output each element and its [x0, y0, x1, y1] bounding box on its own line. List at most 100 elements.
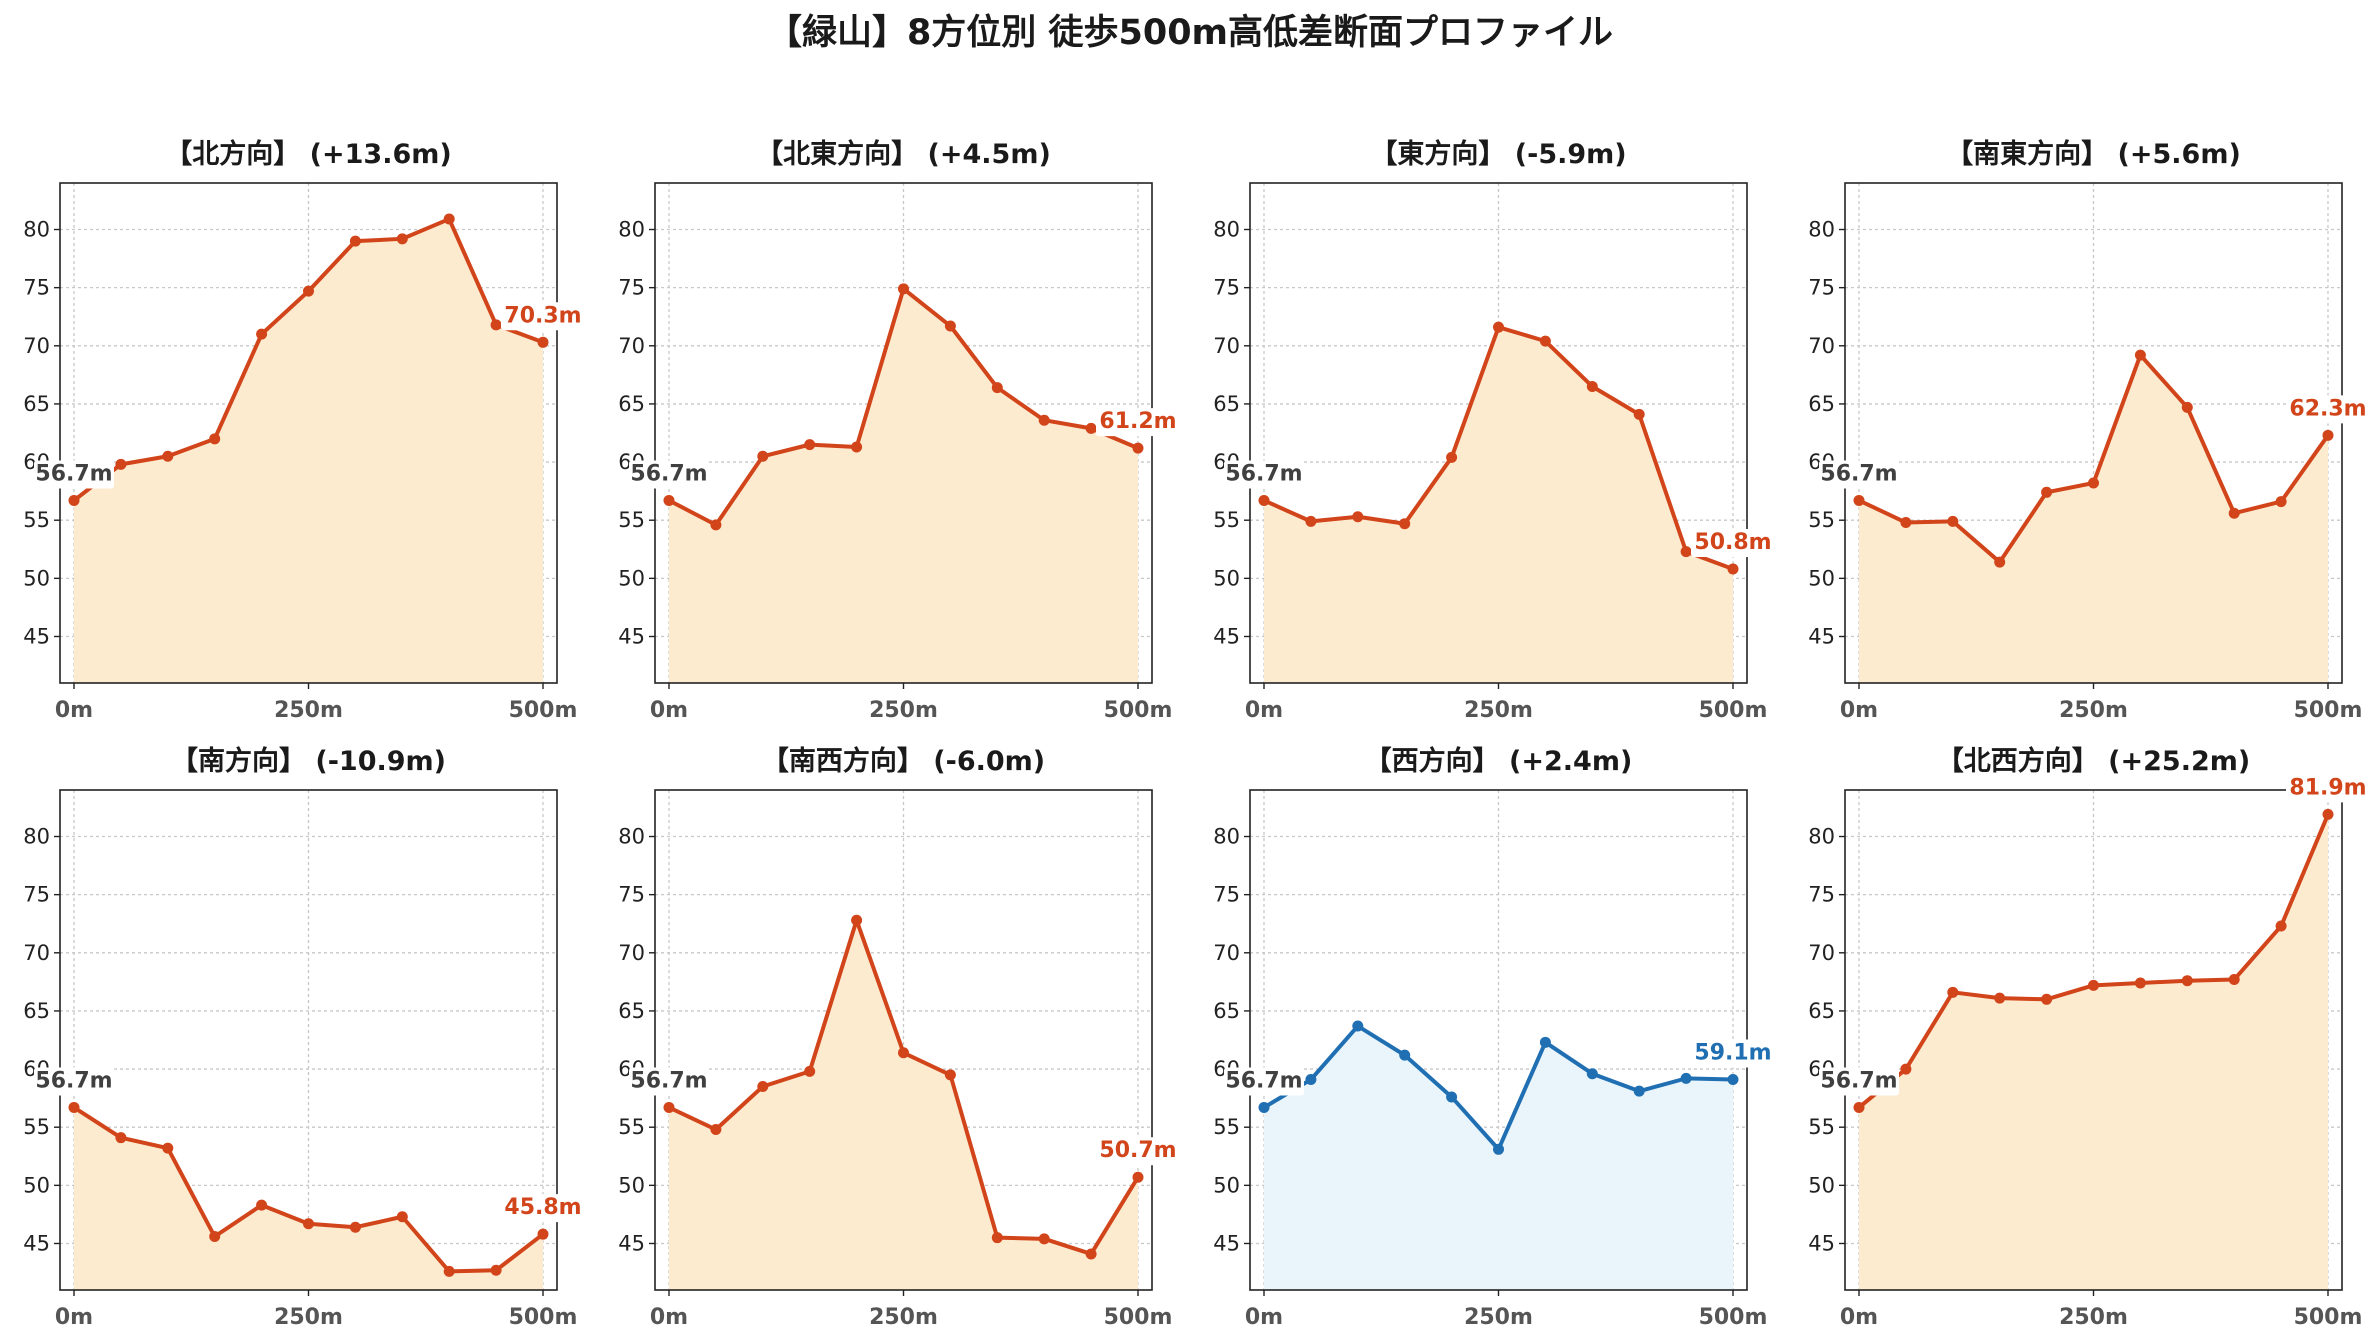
y-tick-label: 45 — [23, 624, 50, 648]
x-tick-label: 0m — [55, 1305, 93, 1330]
profile-point — [1258, 1101, 1270, 1113]
y-tick-label: 65 — [618, 999, 645, 1023]
profile-point — [2134, 977, 2146, 989]
start-label-box — [1819, 1067, 1899, 1096]
end-label-box — [1096, 1137, 1180, 1166]
x-tick-label: 0m — [650, 698, 688, 723]
end-label-box — [501, 302, 585, 331]
profile-point — [1132, 1171, 1144, 1183]
profile-point — [2275, 496, 2287, 508]
panel-title: 【東方向】 (-5.9m) — [1370, 138, 1626, 170]
profile-point — [1352, 511, 1364, 523]
y-tick-label: 65 — [1808, 999, 1835, 1023]
x-tick-label: 500m — [509, 1305, 578, 1330]
y-tick-label: 65 — [1808, 392, 1835, 416]
profile-area — [669, 288, 1138, 683]
profile-point — [443, 1265, 455, 1277]
y-tick-label: 70 — [1213, 941, 1240, 965]
profile-point — [2322, 808, 2334, 820]
y-tick-label: 70 — [618, 334, 645, 358]
x-tick-label: 250m — [274, 1305, 343, 1330]
end-elevation-label: 81.9m — [2289, 775, 2366, 800]
profile-panel: 【東方向】 (-5.9m)45505560657075800m250m500m5… — [1213, 138, 1775, 723]
profile-point — [1900, 1063, 1912, 1075]
profile-point — [1493, 321, 1504, 333]
x-tick-label: 0m — [55, 698, 93, 723]
y-tick-label: 55 — [618, 1115, 645, 1139]
profile-point — [1305, 515, 1317, 527]
y-tick-label: 70 — [1808, 334, 1835, 358]
panel-title: 【南方向】 (-10.9m) — [171, 745, 446, 777]
profile-point — [256, 1199, 268, 1211]
profile-point — [1539, 335, 1551, 347]
profile-point — [898, 283, 909, 295]
profile-point — [1853, 1101, 1865, 1113]
y-tick-label: 50 — [1213, 1173, 1240, 1197]
profile-point — [490, 1264, 502, 1276]
start-label-box — [34, 460, 114, 489]
y-tick-label: 45 — [1213, 1231, 1240, 1255]
end-label-box — [1691, 529, 1775, 558]
panel-title: 【北西方向】 (+25.2m) — [1937, 745, 2250, 777]
profile-point — [757, 450, 769, 462]
profile-point — [1994, 992, 2006, 1004]
start-label-box — [629, 1067, 709, 1096]
y-tick-label: 50 — [23, 566, 50, 590]
y-tick-label: 80 — [23, 218, 50, 242]
profile-panel: 【西方向】 (+2.4m)45505560657075800m250m500m5… — [1213, 745, 1775, 1330]
profile-point — [115, 458, 127, 470]
profile-point — [209, 433, 221, 445]
x-tick-label: 0m — [1245, 698, 1283, 723]
profile-point — [663, 1101, 675, 1113]
panel-grid: 【北方向】 (+13.6m)45505560657075800m250m500m… — [23, 138, 2370, 1330]
x-tick-label: 250m — [1464, 698, 1533, 723]
profile-point — [1680, 1072, 1692, 1084]
y-tick-label: 50 — [1213, 566, 1240, 590]
profile-panel: 【北方向】 (+13.6m)45505560657075800m250m500m… — [23, 138, 585, 723]
x-tick-label: 500m — [1699, 698, 1768, 723]
profile-point — [162, 1142, 174, 1154]
y-tick-label: 75 — [618, 883, 645, 907]
start-elevation-label: 56.7m — [1225, 461, 1302, 486]
x-tick-label: 250m — [869, 1305, 938, 1330]
profile-point — [804, 1065, 816, 1077]
profile-point — [2275, 920, 2287, 932]
start-elevation-label: 56.7m — [630, 461, 707, 486]
start-elevation-label: 56.7m — [1820, 1068, 1897, 1093]
x-tick-label: 250m — [2059, 698, 2128, 723]
profile-point — [537, 1228, 549, 1240]
start-label-box — [1224, 460, 1304, 489]
x-tick-label: 0m — [1840, 1305, 1878, 1330]
end-elevation-label: 70.3m — [504, 303, 581, 328]
start-elevation-label: 56.7m — [630, 1068, 707, 1093]
profile-point — [1352, 1020, 1364, 1032]
profile-area — [669, 920, 1138, 1290]
start-elevation-label: 56.7m — [1820, 461, 1897, 486]
profile-point — [1305, 1074, 1317, 1086]
profile-point — [303, 285, 314, 297]
profile-panel: 【南西方向】 (-6.0m)45505560657075800m250m500m… — [618, 745, 1180, 1330]
end-label-box — [1096, 408, 1180, 437]
x-tick-label: 500m — [1104, 698, 1173, 723]
profile-point — [1853, 494, 1865, 506]
y-tick-label: 70 — [618, 941, 645, 965]
profile-point — [396, 1211, 408, 1223]
profile-point — [1493, 1143, 1504, 1155]
start-elevation-label: 56.7m — [1225, 1068, 1302, 1093]
profile-area — [1264, 1026, 1733, 1290]
profile-panel: 【南方向】 (-10.9m)45505560657075800m250m500m… — [23, 745, 585, 1330]
y-tick-label: 65 — [23, 392, 50, 416]
y-tick-label: 55 — [23, 1115, 50, 1139]
end-label-box — [501, 1194, 585, 1223]
profile-point — [1947, 515, 1959, 527]
y-tick-label: 70 — [23, 941, 50, 965]
profile-point — [944, 320, 956, 332]
profile-panel: 【北東方向】 (+4.5m)45505560657075800m250m500m… — [618, 138, 1180, 723]
profile-point — [757, 1081, 769, 1093]
y-tick-label: 65 — [1213, 999, 1240, 1023]
profile-point — [2181, 975, 2193, 987]
y-tick-label: 55 — [618, 508, 645, 532]
profile-point — [2181, 401, 2193, 413]
panel-title: 【西方向】 (+2.4m) — [1365, 745, 1633, 777]
y-tick-label: 75 — [1808, 276, 1835, 300]
